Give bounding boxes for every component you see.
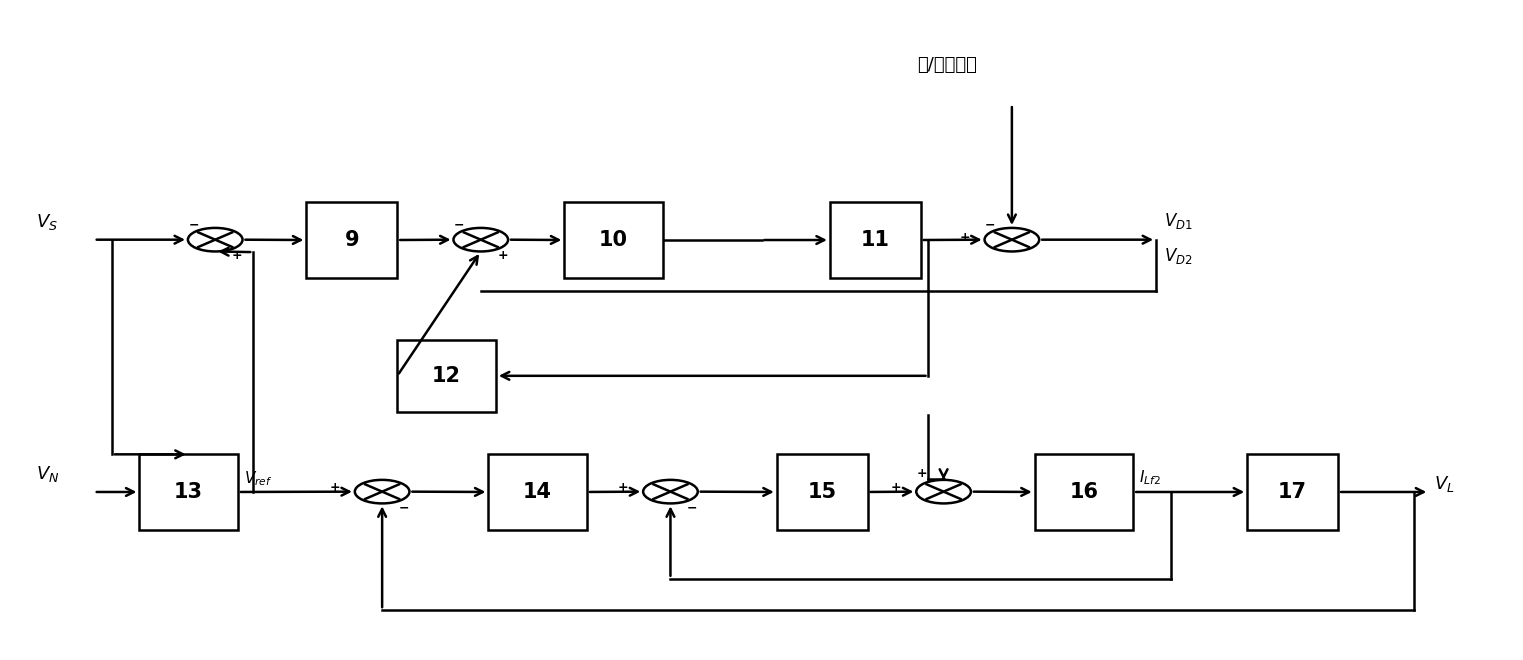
- Circle shape: [643, 480, 698, 504]
- Text: $V_{ref}$: $V_{ref}$: [244, 469, 273, 488]
- Text: 14: 14: [524, 482, 553, 502]
- FancyBboxPatch shape: [777, 454, 868, 529]
- Text: $V_{D2}$: $V_{D2}$: [1164, 246, 1193, 266]
- Circle shape: [187, 228, 242, 251]
- FancyBboxPatch shape: [398, 340, 496, 412]
- Text: $V_{D1}$: $V_{D1}$: [1164, 211, 1193, 232]
- FancyBboxPatch shape: [306, 203, 398, 278]
- Circle shape: [984, 228, 1039, 251]
- Text: 9: 9: [344, 230, 359, 250]
- Circle shape: [454, 228, 509, 251]
- FancyBboxPatch shape: [1034, 454, 1133, 529]
- Text: −: −: [687, 502, 698, 514]
- Text: 11: 11: [860, 230, 889, 250]
- Text: 12: 12: [433, 366, 461, 386]
- Text: +: +: [917, 467, 928, 480]
- Text: +: +: [618, 481, 629, 494]
- Text: +: +: [959, 230, 970, 244]
- Text: $V_S$: $V_S$: [37, 212, 58, 232]
- Text: 15: 15: [807, 482, 836, 502]
- Text: −: −: [399, 502, 410, 514]
- Text: $V_L$: $V_L$: [1433, 474, 1454, 494]
- Circle shape: [355, 480, 410, 504]
- Text: 充/放电扰动: 充/放电扰动: [917, 56, 976, 74]
- Text: 17: 17: [1278, 482, 1307, 502]
- Text: 16: 16: [1069, 482, 1098, 502]
- Text: −: −: [454, 218, 465, 232]
- Text: +: +: [496, 249, 507, 263]
- FancyBboxPatch shape: [564, 203, 663, 278]
- Text: +: +: [891, 481, 902, 494]
- Text: 13: 13: [174, 482, 203, 502]
- Text: −: −: [985, 218, 996, 232]
- FancyBboxPatch shape: [489, 454, 586, 529]
- Text: +: +: [231, 249, 242, 263]
- Text: $V_N$: $V_N$: [37, 464, 59, 484]
- FancyBboxPatch shape: [830, 203, 921, 278]
- Text: 10: 10: [599, 230, 627, 250]
- Text: −: −: [189, 218, 200, 232]
- Text: $I_{Lf2}$: $I_{Lf2}$: [1139, 468, 1161, 487]
- Text: +: +: [329, 481, 340, 494]
- FancyBboxPatch shape: [139, 454, 238, 529]
- Circle shape: [917, 480, 970, 504]
- FancyBboxPatch shape: [1247, 454, 1339, 529]
